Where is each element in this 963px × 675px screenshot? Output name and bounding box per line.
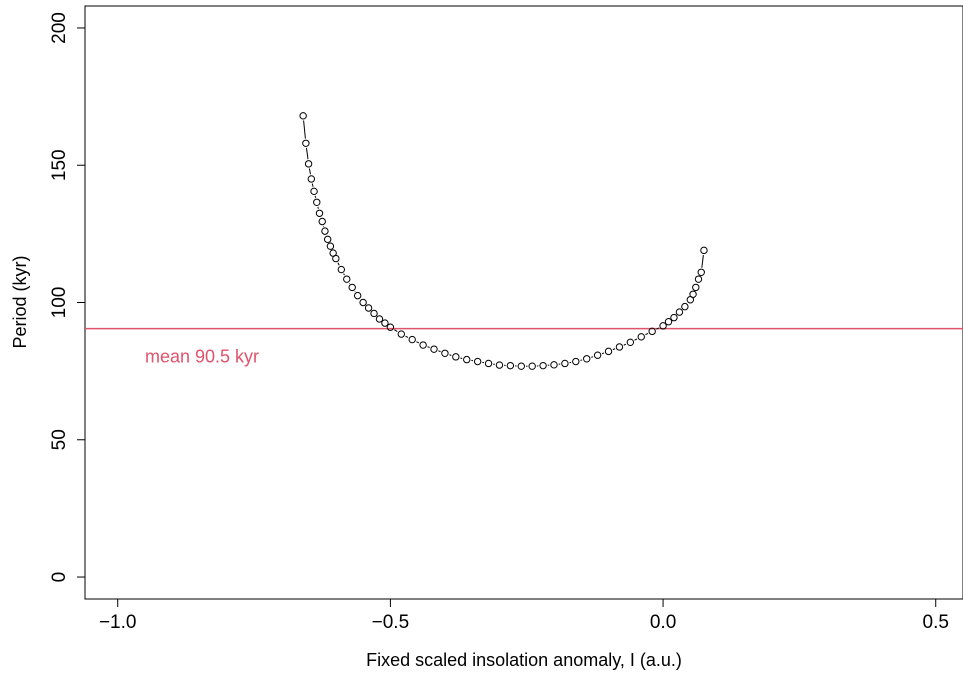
data-point bbox=[337, 265, 346, 274]
data-point bbox=[697, 268, 705, 277]
data-point bbox=[302, 139, 310, 147]
data-point bbox=[310, 187, 318, 196]
data-point bbox=[397, 330, 405, 338]
series-segment bbox=[591, 356, 594, 358]
data-point bbox=[528, 362, 536, 370]
series-segment bbox=[612, 348, 616, 351]
data-point bbox=[386, 323, 395, 331]
mean-label: mean 90.5 kyr bbox=[145, 347, 259, 367]
data-point bbox=[359, 298, 367, 307]
data-point bbox=[484, 359, 493, 368]
series-segment bbox=[343, 273, 345, 276]
data-point bbox=[313, 198, 321, 206]
data-point bbox=[304, 160, 313, 168]
data-point bbox=[615, 343, 624, 351]
data-point bbox=[561, 359, 569, 368]
y-tick-label: 0 bbox=[49, 572, 70, 583]
x-axis-title: Fixed scaled insolation anomaly, I (a.u.… bbox=[366, 650, 682, 670]
x-tick-label: −0.5 bbox=[372, 612, 410, 633]
data-point bbox=[659, 322, 667, 330]
series-segment bbox=[438, 350, 441, 353]
series-segment bbox=[305, 147, 309, 160]
data-point bbox=[648, 327, 656, 336]
data-point bbox=[326, 242, 335, 250]
series-segment bbox=[303, 120, 306, 139]
data-point bbox=[670, 313, 678, 322]
data-point bbox=[321, 227, 329, 235]
x-tick-label: 0.0 bbox=[650, 612, 676, 633]
series-segment bbox=[405, 335, 409, 338]
data-point bbox=[517, 362, 525, 370]
series-segment bbox=[634, 338, 638, 341]
series-segment bbox=[427, 346, 430, 348]
x-tick-label: 0.5 bbox=[923, 612, 949, 633]
series-segment bbox=[623, 343, 627, 346]
data-point bbox=[593, 351, 602, 359]
series-segment bbox=[416, 341, 420, 344]
data-point bbox=[463, 355, 471, 364]
data-point bbox=[364, 304, 373, 312]
data-point bbox=[430, 345, 438, 353]
y-tick-label: 50 bbox=[49, 429, 70, 450]
data-point bbox=[675, 308, 684, 316]
data-point bbox=[572, 357, 580, 366]
data-point bbox=[307, 175, 316, 183]
data-point bbox=[473, 357, 482, 366]
series-segment bbox=[656, 327, 660, 330]
data-point bbox=[452, 353, 460, 361]
data-point bbox=[318, 217, 326, 226]
y-axis-title: Period (kyr) bbox=[10, 255, 30, 348]
data-point bbox=[626, 338, 635, 347]
data-point bbox=[495, 361, 504, 369]
data-point bbox=[506, 361, 515, 370]
y-tick-label: 100 bbox=[49, 287, 70, 319]
series-segment bbox=[449, 354, 452, 356]
y-tick-label: 200 bbox=[49, 12, 70, 44]
data-point bbox=[694, 275, 703, 283]
data-point bbox=[664, 318, 673, 326]
data-point bbox=[692, 283, 700, 292]
data-point bbox=[323, 235, 332, 244]
plot-frame bbox=[84, 5, 963, 600]
data-point bbox=[441, 349, 449, 357]
data-point bbox=[604, 347, 613, 356]
data-point bbox=[353, 291, 362, 300]
data-point bbox=[583, 355, 591, 363]
data-point bbox=[689, 290, 697, 298]
data-point bbox=[348, 283, 356, 292]
data-point bbox=[375, 315, 384, 323]
series-segment bbox=[337, 262, 340, 266]
series-segment bbox=[308, 168, 311, 175]
data-point bbox=[315, 209, 324, 217]
data-point bbox=[343, 275, 351, 283]
data-point bbox=[700, 246, 708, 255]
data-point bbox=[299, 112, 307, 120]
data-point bbox=[681, 302, 689, 311]
x-tick-label: −1.0 bbox=[99, 612, 137, 633]
y-tick-label: 150 bbox=[49, 149, 70, 181]
x-axis: −1.0 −0.5 0.0 0.5 bbox=[99, 598, 949, 633]
series-segment bbox=[311, 183, 314, 187]
series-segment bbox=[701, 254, 704, 268]
y-axis: 0 50 100 150 200 bbox=[49, 12, 86, 583]
data-point bbox=[332, 254, 340, 263]
data-point bbox=[550, 361, 558, 369]
data-series bbox=[299, 112, 708, 370]
mean-reference-lines: mean 90.5 kyr bbox=[85, 327, 963, 367]
data-point bbox=[408, 335, 416, 344]
data-point bbox=[370, 309, 378, 318]
series-segment bbox=[394, 329, 398, 332]
data-point bbox=[419, 341, 427, 349]
series-segment bbox=[645, 332, 649, 336]
data-point bbox=[381, 319, 389, 327]
series-segment bbox=[601, 352, 605, 355]
data-point bbox=[637, 333, 645, 341]
data-point bbox=[539, 361, 547, 370]
